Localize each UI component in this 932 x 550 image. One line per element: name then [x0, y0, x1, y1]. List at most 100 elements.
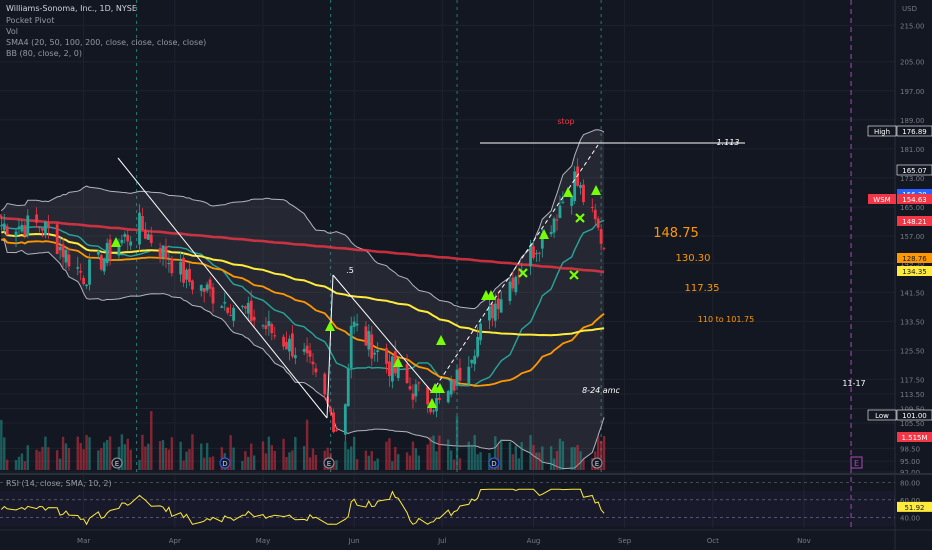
price-badge	[896, 409, 932, 421]
volume-bar	[458, 458, 462, 470]
candle-body	[573, 171, 577, 202]
volume-bar	[105, 439, 109, 470]
volume-bar	[285, 457, 288, 470]
volume-bar	[244, 451, 247, 470]
indicator-volume[interactable]: Vol	[6, 27, 18, 36]
candle-body	[261, 325, 265, 327]
volume-bar	[308, 457, 312, 470]
indicator-bollinger[interactable]: BB (80, close, 2, 0)	[6, 49, 82, 58]
volume-bar	[411, 441, 415, 470]
volume-bar	[391, 461, 394, 470]
candle-body	[0, 225, 3, 227]
volume-bar	[147, 443, 150, 470]
volume-bar	[167, 449, 171, 470]
candle-body	[208, 279, 212, 289]
volume-bar	[561, 441, 565, 470]
volume-bar	[97, 450, 100, 470]
volume-bar	[208, 457, 212, 470]
future-earnings-box	[850, 456, 863, 469]
candle-body	[479, 323, 482, 341]
candle-body	[241, 306, 244, 308]
volume-bar	[476, 454, 479, 470]
volume-bar	[141, 434, 144, 470]
indicator-rsi[interactable]: RSI (14, close, SMA, 10, 2)	[6, 479, 112, 488]
volume-bar	[200, 443, 203, 470]
candle-body	[390, 356, 394, 382]
volume-bar	[44, 436, 47, 470]
candle-body	[432, 410, 435, 412]
candle-body	[23, 225, 27, 236]
time-axis[interactable]: Mar Apr May Jun Jul Aug Sep Oct Nov	[0, 529, 932, 545]
volume-bar	[232, 447, 235, 470]
volume-bar	[314, 454, 318, 470]
price-badge-value: 154.63	[902, 196, 927, 204]
candle-body	[99, 255, 103, 270]
candle-body	[508, 281, 512, 301]
volume-bar	[150, 411, 153, 470]
candle-body	[532, 246, 535, 258]
volume-bar	[61, 436, 65, 470]
volume-bar	[38, 451, 41, 470]
pocket-pivot-triangle	[111, 237, 121, 247]
price-badge-value: 176.89	[902, 128, 927, 136]
volume-bar	[449, 450, 453, 470]
annotations: stop 1.113 148.75 130.30 117.35 110 to 101.75…	[346, 117, 865, 395]
indicator-sma[interactable]: SMA4 (20, 50, 100, 200, close, close, cl…	[6, 38, 207, 47]
annotation-label: 1.113	[717, 138, 740, 147]
candle-body	[126, 234, 130, 242]
volume-bar	[17, 456, 21, 470]
price-tick-label: 215.00	[900, 22, 925, 30]
volume-bar	[499, 439, 503, 470]
candle-body	[82, 277, 86, 285]
annotation-label: 117.35	[685, 283, 720, 294]
badge-tag-label: WSM	[873, 196, 890, 204]
volume-bar	[576, 444, 579, 470]
candle-body	[79, 271, 83, 273]
candle-body	[467, 366, 471, 385]
candle-body	[473, 355, 477, 365]
volume-bar	[294, 436, 297, 470]
volume-bar	[14, 460, 18, 470]
candle-body	[146, 234, 150, 240]
time-tick-label: May	[256, 537, 270, 545]
price-tick-label: 105.50	[900, 420, 925, 428]
volume-bar	[185, 451, 188, 470]
event-circle	[219, 457, 231, 469]
annotation-label: 130.30	[676, 253, 711, 264]
volume-bar	[252, 455, 256, 470]
price-tick-label: 157.00	[900, 233, 925, 241]
candle-body	[364, 326, 368, 346]
candle-body	[352, 321, 356, 327]
candle-body	[323, 373, 327, 395]
rsi-value-label: 51.92	[904, 504, 924, 512]
volume-bar	[79, 443, 82, 470]
candle-body	[220, 306, 224, 308]
candle-body	[561, 201, 565, 203]
volume-bar	[291, 450, 294, 470]
candle-body	[329, 407, 333, 413]
candle-body	[470, 359, 474, 364]
candle-body	[346, 369, 350, 407]
candle-body	[243, 306, 247, 309]
price-badge	[897, 216, 932, 226]
volume-bar	[582, 459, 585, 470]
candle-body	[370, 334, 374, 359]
volume-bar	[388, 438, 391, 470]
price-axis[interactable]: USD215.00205.00197.00189.00181.00173.001…	[867, 0, 932, 550]
volume-bar	[20, 453, 24, 470]
volume-bar	[355, 459, 359, 470]
volume-bar	[108, 436, 112, 470]
price-badge-value: 165.07	[902, 167, 927, 175]
indicator-pocket-pivot[interactable]: Pocket Pivot	[6, 16, 55, 25]
candle-body	[267, 321, 271, 327]
price-tick-label: 181.00	[900, 146, 925, 154]
volume-bar	[508, 442, 512, 470]
candle-body	[355, 323, 359, 326]
candle-body	[191, 280, 194, 290]
candle-body	[226, 307, 230, 313]
time-tick-label: Jul	[437, 537, 447, 545]
candle-body	[549, 231, 553, 235]
rsi-tick-label: 40.00	[900, 514, 920, 522]
price-tick-label: 189.00	[900, 117, 925, 125]
